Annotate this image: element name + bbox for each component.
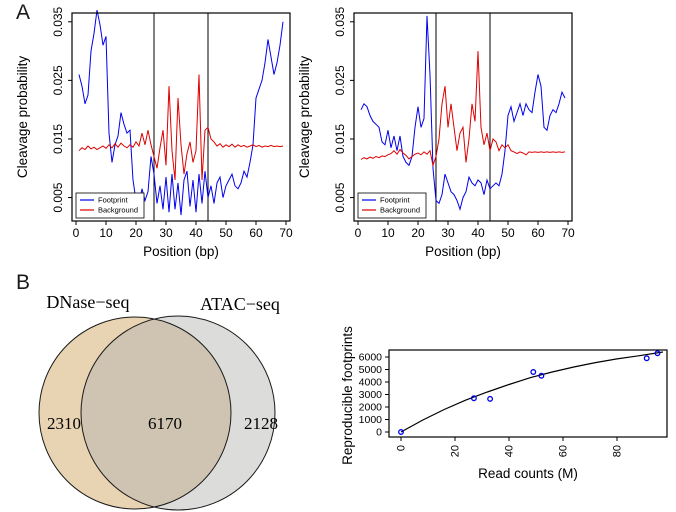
x-tick-label: 10 [99,226,113,240]
venn-left-circle [38,316,232,510]
x-axis-label: Position (bp) [425,244,501,259]
venn-left-count: 2310 [47,414,81,433]
x-tick-label: 10 [381,226,395,240]
y-tick-label: 1000 [359,414,383,426]
y-axis-label: Cleavage probability [15,56,30,179]
x-tick-label: 40 [471,226,485,240]
data-point [538,372,545,379]
plot-box [353,12,573,222]
x-tick-label: 50 [501,226,515,240]
x-tick-label: 0 [355,226,362,240]
legend-item-label: Footprint [98,196,129,205]
data-point [530,369,537,375]
x-axis-label: Read counts (M) [478,466,578,481]
venn-right-set-label: ATAC−seq [200,294,280,314]
y-tick-label: 3000 [359,389,383,401]
y-tick-label: 0.015 [51,124,65,154]
plot-box [388,349,668,438]
venn-left-set-label: DNase−seq [46,292,129,312]
panel-b-label: B [16,271,31,294]
x-tick-label: 70 [279,226,293,240]
y-tick-label: 0.005 [333,182,347,212]
venn-right-circle [80,315,276,511]
legend-box [357,192,427,219]
y-tick-label: 2000 [359,402,383,414]
data-point [487,395,494,402]
plot-box [71,12,291,222]
y-tick-label: 6000 [359,352,383,364]
legend-box [75,192,145,219]
x-tick-label: 40 [504,445,516,457]
x-tick-label: 60 [558,445,570,457]
legend-item-label: Background [98,206,138,215]
x-tick-label: 50 [219,226,233,240]
data-point [643,355,650,362]
x-tick-label: 80 [612,445,624,457]
y-tick-label: 0.025 [51,65,65,95]
y-axis-label: Cleavage probability [297,56,312,179]
footprint-line [78,9,284,216]
data-point [654,350,661,357]
y-tick-label: 4000 [359,377,383,389]
panel-a-label: A [16,1,31,24]
venn-overlap-count: 6170 [148,414,182,433]
x-tick-label: 30 [441,226,455,240]
x-tick-label: 20 [411,226,425,240]
legend-item-label: Background [380,206,420,215]
x-tick-label: 20 [450,445,462,457]
x-tick-label: 40 [189,226,203,240]
x-axis-label: Position (bp) [143,244,219,259]
x-tick-label: 0 [73,226,80,240]
x-tick-label: 30 [159,226,173,240]
legend-item-label: Footprint [380,196,411,205]
y-tick-label: 0.035 [51,6,65,36]
y-tick-label: 0.035 [333,6,347,36]
x-tick-label: 20 [129,226,143,240]
y-tick-label: 0.015 [333,124,347,154]
x-tick-label: 0 [396,445,408,451]
x-tick-label: 70 [561,226,575,240]
cleavage-chart-left: 0 10 20 30 40 50 60 70 0.005 0.015 0.025 0.035 Posit… [15,6,293,259]
x-tick-label: 60 [531,226,545,240]
x-tick-label: 60 [249,226,263,240]
y-tick-label: 0.025 [333,65,347,95]
y-tick-label: 0.005 [51,182,65,212]
fit-line [400,351,663,433]
y-tick-label: 5000 [359,364,383,376]
y-axis-label: Reproducible footprints [340,326,355,465]
background-line [78,74,284,181]
venn-diagram: DNase−seq ATAC−seq 2310 6170 2128 [38,292,280,511]
background-line [360,51,566,168]
data-point [470,395,477,402]
venn-right-count: 2128 [244,414,278,433]
cleavage-chart-right: 0 10 20 30 40 50 60 70 0.005 0.015 0.025 0.035 Posit… [297,6,575,259]
footprint-line [360,15,566,212]
y-tick-label: 0 [376,427,382,439]
data-point [398,429,404,435]
